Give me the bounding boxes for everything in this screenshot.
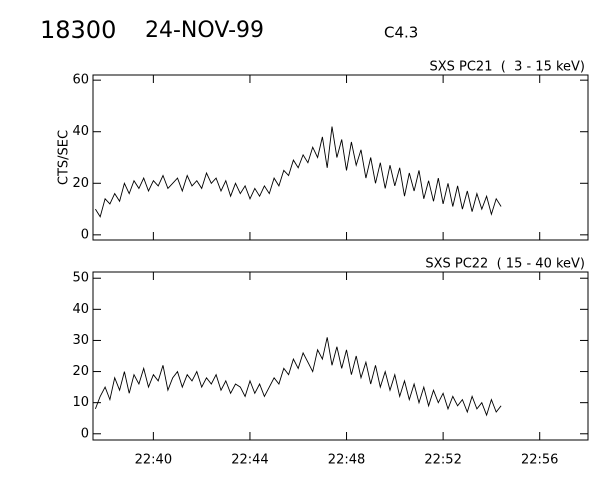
panel-title: SXS PC22 ( 15 - 40 keV): [425, 257, 585, 272]
y-tick-label: 10: [72, 395, 89, 410]
y-tick-label: 30: [72, 333, 89, 348]
x-tick-label: 22:48: [328, 453, 365, 468]
data-line: [94, 337, 502, 417]
x-tick-label: 22:56: [521, 453, 558, 468]
y-tick-label: 0: [81, 426, 89, 441]
x-tick-label: 22:40: [135, 453, 172, 468]
data-line: [95, 126, 502, 218]
plot-frame: [92, 74, 589, 241]
event-date: 24-NOV-99: [145, 18, 264, 43]
y-tick-label: 20: [72, 176, 89, 191]
y-tick-label: 20: [72, 364, 89, 379]
x-tick-label: 22:44: [231, 453, 268, 468]
y-tick-label: 40: [72, 124, 89, 139]
y-tick-label: 0: [81, 227, 89, 242]
event-id: 18300: [40, 16, 116, 44]
flare-class: C4.3: [384, 24, 418, 42]
y-axis-label: CTS/SEC: [57, 130, 72, 185]
y-tick-label: 50: [72, 271, 89, 286]
y-tick-label: 40: [72, 302, 89, 317]
y-tick-label: 60: [72, 73, 89, 88]
panel-title: SXS PC21 ( 3 - 15 keV): [429, 60, 585, 75]
x-tick-label: 22:52: [424, 453, 461, 468]
plot-frame: [92, 271, 589, 441]
